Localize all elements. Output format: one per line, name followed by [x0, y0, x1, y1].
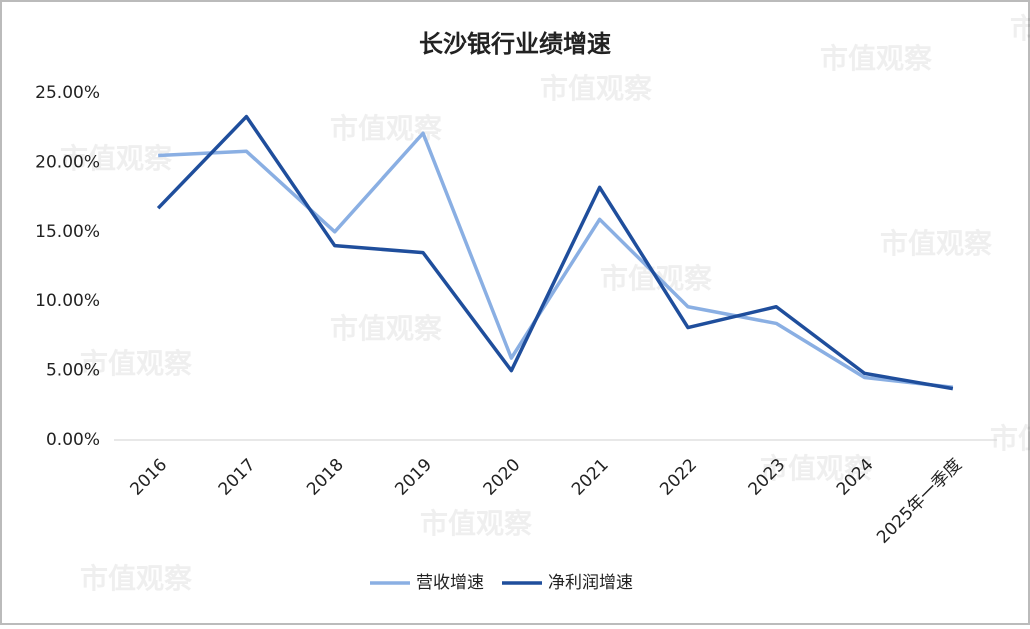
watermark: 市值观察 [820, 42, 933, 75]
legend-label: 净利润增速 [548, 573, 633, 593]
watermark: 市值观察 [330, 312, 443, 345]
y-tick-label: 25.00% [35, 83, 100, 103]
watermarks: 市值观察市值观察市值观察市值观察市值观察市值观察市值观察市值观察市值观察市值观察… [60, 12, 1030, 595]
series-line [158, 131, 954, 389]
watermark: 市值观察 [80, 347, 193, 380]
watermark: 市值观察 [80, 562, 193, 595]
legend-label: 营收增速 [416, 573, 484, 593]
watermark: 市值观察 [540, 72, 653, 105]
y-tick-label: 15.00% [35, 222, 100, 242]
watermark: 市值观察 [760, 452, 873, 485]
y-tick-label: 20.00% [35, 152, 100, 172]
watermark: 市值观察 [990, 422, 1030, 455]
chart-title: 长沙银行业绩增速 [419, 30, 611, 58]
y-tick-label: 10.00% [35, 291, 100, 311]
series-line [156, 114, 954, 391]
y-tick-label: 5.00% [46, 361, 100, 381]
y-tick-label: 0.00% [46, 430, 100, 450]
watermark: 市值观察 [880, 227, 993, 260]
watermark: 市值观察 [420, 507, 533, 540]
watermark: 市值观察 [1010, 12, 1030, 45]
watermark: 市值观察 [60, 142, 173, 175]
